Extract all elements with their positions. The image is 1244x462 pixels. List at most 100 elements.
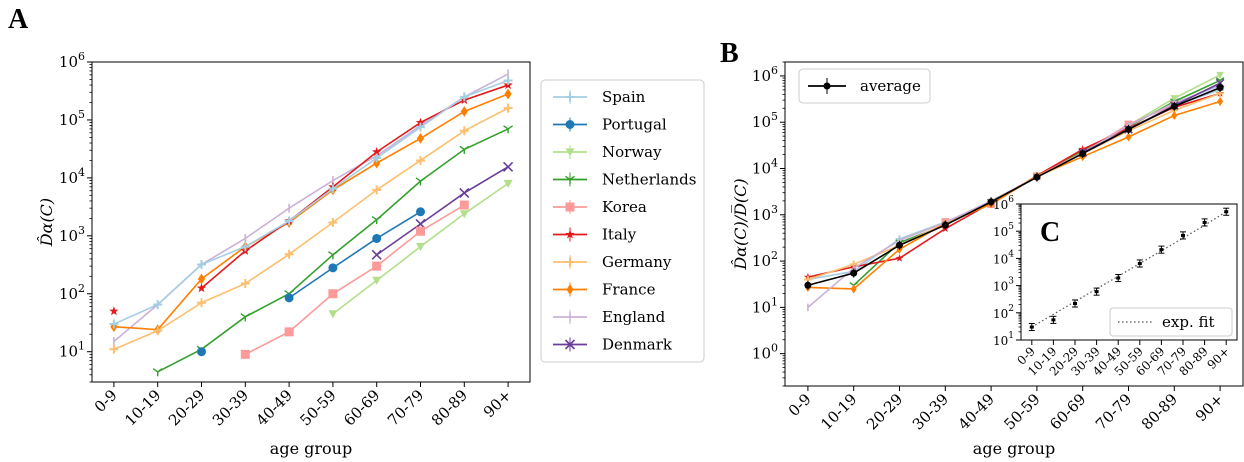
panel-c-inset-chart: 1011021031041051060-910-1920-2930-3940-4… (993, 195, 1238, 379)
legend-label: exp. fit (1162, 313, 1215, 331)
x-axis-label: age group (973, 439, 1055, 458)
data-point-norway (1216, 71, 1224, 79)
series-netherlands (152, 125, 514, 377)
series-denmark (371, 161, 514, 260)
y-tick-label: 102 (59, 282, 85, 303)
data-point-italy (415, 117, 426, 127)
data-point-spain (416, 122, 425, 132)
panel-letter-c: C (1040, 217, 1060, 248)
data-point-germany (153, 326, 163, 336)
data-point-average (1181, 233, 1185, 237)
data-point-korea (328, 289, 338, 299)
plot-frame (784, 61, 1244, 387)
x-tick-label: 20-29 (165, 386, 208, 429)
data-point-average (1159, 248, 1164, 252)
series-line-average (807, 86, 1221, 287)
series-england (113, 69, 509, 347)
legend-label: Portugal (602, 116, 667, 134)
data-point-germany (416, 155, 425, 165)
series-line-korea (244, 204, 465, 356)
data-point-italy (895, 254, 904, 262)
legend-entry-germany: Germany (553, 253, 672, 271)
data-point-average (1073, 301, 1077, 305)
legend-entry-spain: Spain (553, 88, 646, 106)
legend-entry-denmark: Denmark (553, 336, 673, 354)
plot-frame (91, 61, 531, 383)
data-point-korea (416, 226, 425, 236)
y-tick-label: 105 (59, 108, 85, 129)
y-tick-label: 105 (752, 110, 778, 131)
data-point-average (1051, 318, 1056, 322)
y-tick-label: 106 (752, 64, 778, 85)
x-tick-label: 20-29 (863, 390, 906, 433)
series-line-portugal (288, 211, 421, 299)
data-point-germany (328, 217, 338, 227)
data-point-korea (372, 261, 382, 271)
legend-entry-england: England (553, 308, 666, 326)
data-point-netherlands (371, 215, 382, 225)
data-point-spain (153, 300, 163, 310)
legend-marker-france (566, 284, 574, 295)
data-point-korea (240, 349, 250, 359)
x-tick-label: 30-39 (909, 390, 952, 433)
series-line-france (113, 93, 509, 331)
data-point-france (504, 88, 512, 100)
x-tick-label: 10-19 (121, 386, 164, 429)
legend-label: Korea (602, 198, 647, 216)
x-tick-label: 70-79 (384, 386, 427, 429)
data-point-netherlands (459, 145, 470, 154)
data-point-spain (372, 153, 382, 163)
data-point-germany (109, 344, 119, 354)
y-tick-label: 106 (59, 50, 85, 71)
x-tick-label: 60-69 (340, 386, 383, 429)
legend-marker-average (823, 82, 831, 90)
legend-label: England (602, 308, 666, 326)
data-point-spain (240, 242, 250, 252)
x-tick-label: 40-49 (955, 390, 998, 433)
data-point-average (1116, 276, 1121, 280)
data-point-spain (109, 319, 119, 329)
legend-box (798, 68, 931, 104)
x-tick-label: 90+ (1205, 344, 1233, 372)
panel-b-legend: average (798, 68, 931, 104)
y-tick-label: 101 (752, 295, 778, 316)
series-norway (328, 179, 513, 319)
legend-marker-denmark (564, 339, 576, 350)
data-point-portugal (284, 293, 294, 303)
legend-label: Spain (602, 88, 646, 106)
data-point-norway (1170, 95, 1179, 103)
data-point-france (1171, 110, 1178, 121)
legend-label: Germany (602, 253, 672, 271)
legend-marker-norway (565, 148, 575, 157)
panel-letter-b: B (720, 38, 739, 69)
x-tick-label: 30-39 (209, 386, 252, 429)
y-tick-label: 104 (752, 157, 778, 178)
legend-label: Netherlands (602, 171, 696, 189)
y-axis-label: D̂α(C)/D̅(C) (730, 178, 750, 270)
y-tick-label: 102 (752, 249, 778, 270)
legend-marker-portugal (565, 120, 575, 129)
y-tick-label: 106 (993, 195, 1014, 212)
data-point-germany (459, 126, 469, 136)
data-point-spain (503, 75, 513, 85)
series-spain (109, 75, 513, 329)
data-point-portugal (416, 207, 425, 217)
data-point-germany (372, 185, 382, 195)
data-point-germany (503, 103, 513, 113)
data-point-denmark (371, 249, 382, 260)
legend-label: Norway (602, 143, 662, 161)
legend-label: average (860, 77, 921, 95)
series-line-england (113, 73, 509, 343)
x-tick-label: 40-49 (253, 386, 296, 429)
data-point-netherlands (152, 368, 163, 377)
x-tick-label: 90+ (1192, 390, 1227, 425)
x-tick-label: 80-89 (428, 386, 471, 429)
data-point-average (1137, 261, 1142, 265)
data-point-average (1029, 325, 1034, 329)
data-point-norway (328, 310, 338, 319)
data-point-portugal (197, 347, 206, 357)
data-point-spain (197, 259, 206, 269)
panel-c-legend: exp. fit (1109, 307, 1233, 337)
data-point-norway (459, 210, 469, 219)
data-point-denmark (459, 187, 470, 198)
